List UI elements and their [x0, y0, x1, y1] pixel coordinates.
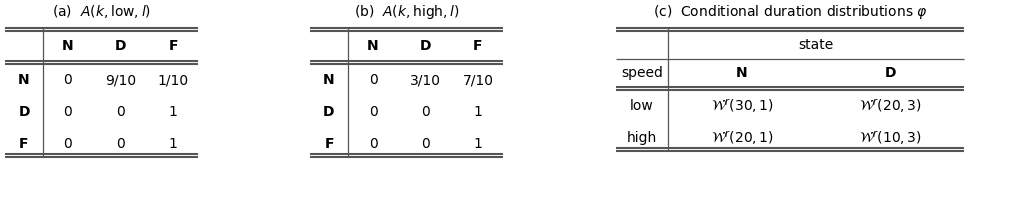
Text: (b)  $A(k,\mathrm{high},l)$: (b) $A(k,\mathrm{high},l)$ — [354, 3, 460, 21]
Text: F: F — [324, 137, 334, 151]
Text: 0: 0 — [64, 137, 72, 151]
Text: N: N — [367, 39, 378, 53]
Text: D: D — [884, 66, 896, 80]
Text: N: N — [18, 73, 29, 87]
Text: $\mathcal{W}^r(20,3)$: $\mathcal{W}^r(20,3)$ — [858, 97, 921, 115]
Text: 9/10: 9/10 — [105, 73, 136, 87]
Text: state: state — [798, 38, 834, 52]
Text: 7/10: 7/10 — [463, 73, 493, 87]
Text: (a)  $A(k,\mathrm{low},l)$: (a) $A(k,\mathrm{low},l)$ — [52, 3, 152, 21]
Text: 1/10: 1/10 — [158, 73, 188, 87]
Text: 0: 0 — [368, 137, 377, 151]
Text: 1: 1 — [169, 137, 177, 151]
Text: 0: 0 — [421, 105, 430, 119]
Text: 3/10: 3/10 — [410, 73, 441, 87]
Text: 0: 0 — [64, 105, 72, 119]
Text: 0: 0 — [368, 73, 377, 87]
Text: N: N — [323, 73, 335, 87]
Text: $\mathcal{W}^r(30,1)$: $\mathcal{W}^r(30,1)$ — [711, 97, 774, 115]
Text: N: N — [62, 39, 74, 53]
Text: 0: 0 — [116, 105, 125, 119]
Text: D: D — [323, 105, 335, 119]
Text: 1: 1 — [169, 105, 177, 119]
Text: 0: 0 — [116, 137, 125, 151]
Text: D: D — [115, 39, 126, 53]
Text: D: D — [420, 39, 431, 53]
Text: 0: 0 — [64, 73, 72, 87]
Text: D: D — [18, 105, 29, 119]
Text: F: F — [473, 39, 483, 53]
Text: speed: speed — [621, 66, 663, 80]
Text: 0: 0 — [368, 105, 377, 119]
Text: high: high — [626, 131, 657, 145]
Text: $\mathcal{W}^r(20,1)$: $\mathcal{W}^r(20,1)$ — [711, 129, 774, 147]
Text: 1: 1 — [474, 137, 482, 151]
Text: 0: 0 — [421, 137, 430, 151]
Text: F: F — [168, 39, 178, 53]
Text: $\mathcal{W}^r(10,3)$: $\mathcal{W}^r(10,3)$ — [858, 129, 921, 147]
Text: N: N — [736, 66, 747, 80]
Text: low: low — [631, 99, 654, 113]
Text: F: F — [19, 137, 28, 151]
Text: 1: 1 — [474, 105, 482, 119]
Text: (c)  Conditional duration distributions $\varphi$: (c) Conditional duration distributions $… — [653, 3, 928, 21]
